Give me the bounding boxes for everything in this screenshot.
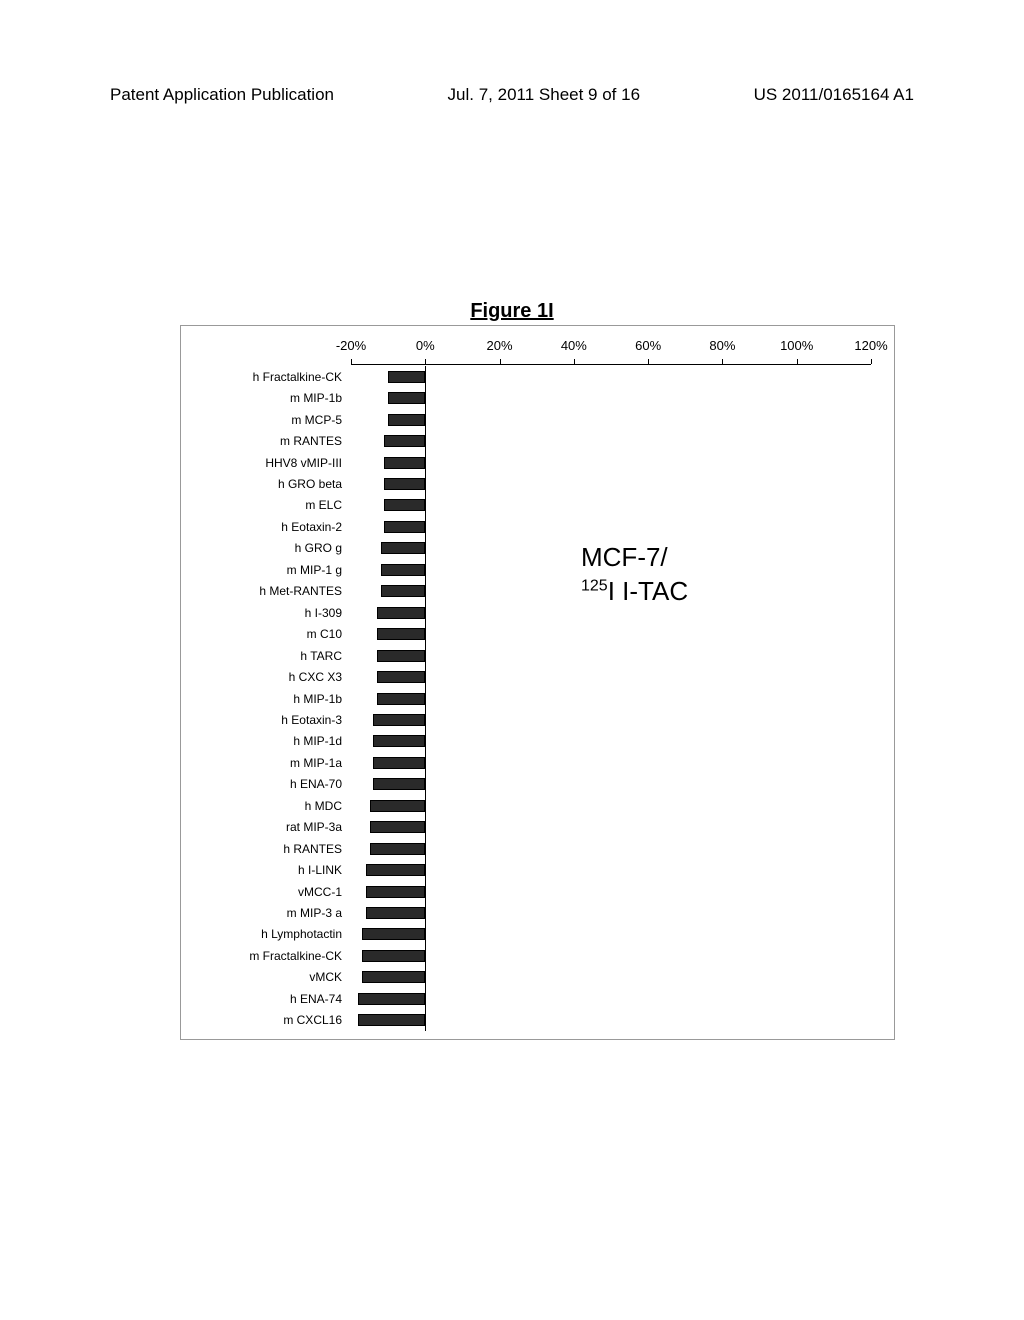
bar [377,628,425,640]
y-category-label: h Eotaxin-2 [281,520,342,534]
bar [358,1014,425,1026]
x-tick-label: 80% [709,338,735,353]
y-category-label: h Fractalkine-CK [253,370,342,384]
x-tick-label: 20% [487,338,513,353]
y-category-label: m C10 [307,627,342,641]
bar [377,693,425,705]
page-header: Patent Application Publication Jul. 7, 2… [0,85,1024,105]
bar [388,371,425,383]
y-category-label: vMCC-1 [298,885,342,899]
bar [370,843,426,855]
y-category-label: h MIP-1d [293,734,342,748]
y-category-label: h Met-RANTES [259,584,342,598]
plot-area [351,366,869,1029]
bar [370,800,426,812]
bar [377,650,425,662]
x-axis-line [351,364,871,365]
y-category-label: m Fractalkine-CK [249,949,342,963]
y-category-label: m MCP-5 [291,413,342,427]
y-category-label: h Lymphotactin [261,927,342,941]
bar [373,757,425,769]
bar [381,564,426,576]
bar [366,886,425,898]
bar [384,521,425,533]
y-category-label: rat MIP-3a [286,820,342,834]
bar [377,671,425,683]
bar [373,714,425,726]
y-category-label: m MIP-1 g [287,563,342,577]
y-category-label: h MIP-1b [293,692,342,706]
bar [381,542,426,554]
chart-container: -20% 0% 20% 40% 60% 80% 100% 120% MCF-7/ 125I I… [180,325,895,1040]
y-category-label: vMCK [309,970,342,984]
bar [384,457,425,469]
y-category-label: h ENA-74 [290,992,342,1006]
y-category-label: m MIP-1a [290,756,342,770]
bar [362,971,425,983]
y-category-label: h Eotaxin-3 [281,713,342,727]
bar [362,928,425,940]
y-category-label: m CXCL16 [283,1013,342,1027]
y-category-label: h I-309 [305,606,342,620]
bar [362,950,425,962]
y-category-label: h TARC [300,649,342,663]
header-left: Patent Application Publication [110,85,334,105]
bar [384,435,425,447]
bar [370,821,426,833]
y-category-label: m MIP-3 a [287,906,342,920]
annotation-line1: MCF-7/ [581,541,688,575]
bar [373,778,425,790]
bar [373,735,425,747]
y-category-label: m RANTES [280,434,342,448]
y-category-label: h GRO beta [278,477,342,491]
annotation-superscript: 125 [581,577,608,594]
chart-annotation: MCF-7/ 125I I-TAC [581,541,688,609]
bar [388,414,425,426]
zero-line [425,366,426,1031]
bar [366,907,425,919]
bar [377,607,425,619]
x-axis-labels: -20%0%20%40%60%80%100%120% [351,338,869,358]
y-category-label: h RANTES [283,842,342,856]
x-tick-label: 40% [561,338,587,353]
y-category-label: m ELC [305,498,342,512]
bar [388,392,425,404]
x-tick-label: 0% [416,338,435,353]
x-tick-label: 120% [854,338,887,353]
header-right: US 2011/0165164 A1 [754,85,914,105]
y-category-label: HHV8 vMIP-III [265,456,342,470]
bar [384,478,425,490]
y-category-label: h ENA-70 [290,777,342,791]
figure-title: Figure 1I [0,300,1024,323]
annotation-remainder: I I-TAC [608,576,688,606]
y-category-label: h MDC [305,799,342,813]
y-category-label: h CXC X3 [289,670,342,684]
bar [358,993,425,1005]
x-tick-label: -20% [336,338,366,353]
x-tick [871,359,872,364]
bar [381,585,426,597]
y-category-label: h I-LINK [298,863,342,877]
x-tick-label: 60% [635,338,661,353]
bar [384,499,425,511]
header-mid: Jul. 7, 2011 Sheet 9 of 16 [448,85,641,105]
y-category-label: m MIP-1b [290,391,342,405]
y-category-label: h GRO g [295,541,342,555]
bar [366,864,425,876]
x-tick-label: 100% [780,338,813,353]
annotation-line2: 125I I-TAC [581,575,688,609]
